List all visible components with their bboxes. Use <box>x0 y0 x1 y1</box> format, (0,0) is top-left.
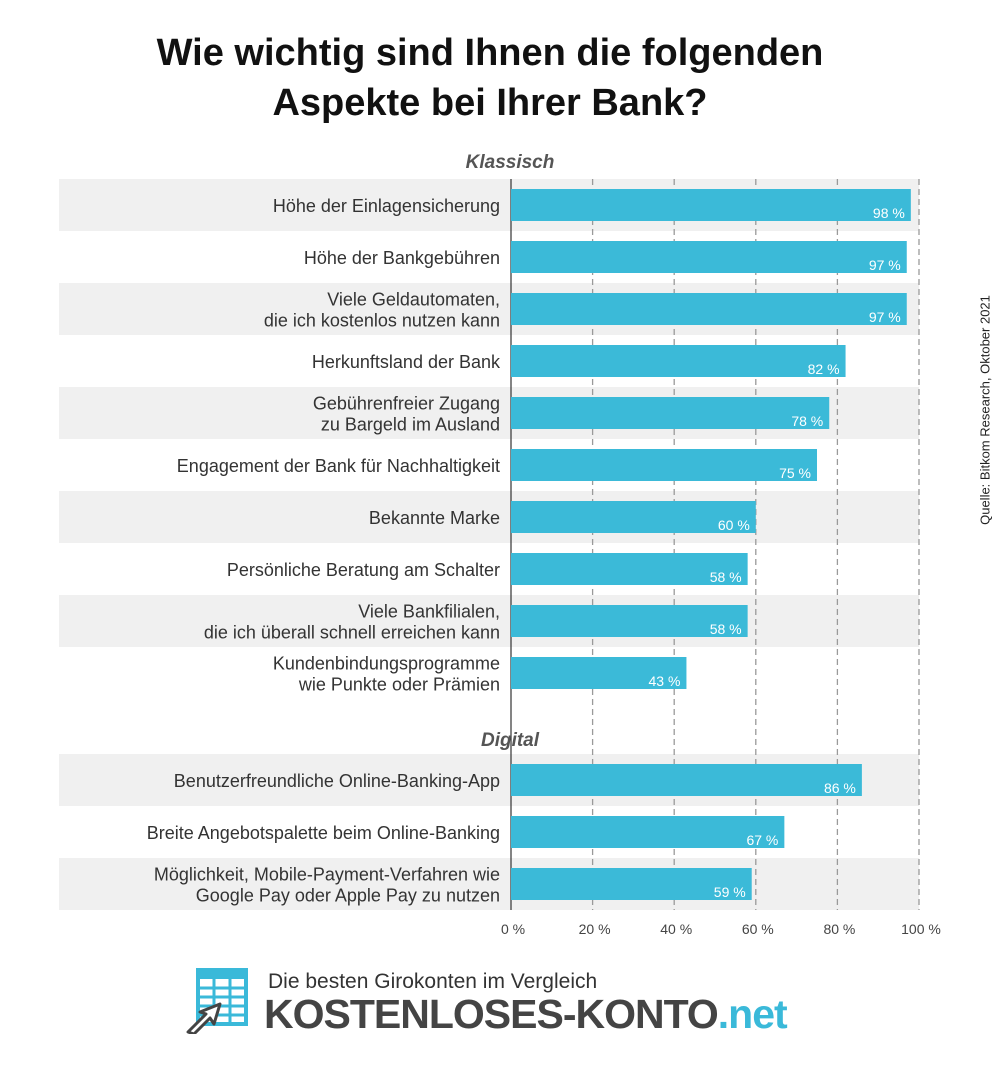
bar <box>511 501 756 533</box>
bar-value-label: 75 % <box>779 465 811 481</box>
brand-name: KOSTENLOSES-KONTO <box>264 991 719 1037</box>
chart-title: Wie wichtig sind Ihnen die folgenden Asp… <box>60 28 920 128</box>
category-label: Viele Bankfilialen, <box>358 602 500 622</box>
bar-value-label: 97 % <box>869 309 901 325</box>
x-tick-label: 40 % <box>660 921 692 937</box>
category-label: Herkunftsland der Bank <box>312 352 501 372</box>
category-label: Bekannte Marke <box>369 508 500 528</box>
row-stripe <box>59 595 919 647</box>
bar <box>511 553 748 585</box>
x-tick-label: 100 % <box>901 921 941 937</box>
category-label: Google Pay oder Apple Pay zu nutzen <box>196 886 500 906</box>
bar <box>511 397 830 429</box>
footer-tagline: Die besten Girokonten im Vergleich <box>268 970 598 993</box>
category-label: Persönliche Beratung am Schalter <box>227 560 500 580</box>
bar-value-label: 97 % <box>869 257 901 273</box>
bar-value-label: 98 % <box>873 205 905 221</box>
spreadsheet-with-arrow-icon <box>186 968 248 1034</box>
row-backgrounds <box>59 179 919 910</box>
bar-value-label: 67 % <box>746 832 778 848</box>
bar-value-label: 43 % <box>649 673 681 689</box>
category-label: die ich kostenlos nutzen kann <box>264 311 500 331</box>
bar-value-label: 82 % <box>808 361 840 377</box>
category-label: Höhe der Bankgebühren <box>304 248 500 268</box>
bar <box>511 657 687 689</box>
bar-value-label: 59 % <box>714 884 746 900</box>
chart-title-line-1: Wie wichtig sind Ihnen die folgenden <box>156 32 824 74</box>
category-label: zu Bargeld im Ausland <box>321 415 500 435</box>
bar-value-label: 58 % <box>710 621 742 637</box>
bar-value-label: 58 % <box>710 569 742 585</box>
group-header-klassisch: Klassisch <box>466 152 555 173</box>
chart-title-line-2: Aspekte bei Ihrer Bank? <box>272 82 708 124</box>
brand-domain: .net <box>717 991 788 1037</box>
bar <box>511 605 748 637</box>
category-label: Möglichkeit, Mobile-Payment-Verfahren wi… <box>154 865 500 885</box>
footer-brand: KOSTENLOSES-KONTO.net <box>264 990 788 1038</box>
group-header-digital: Digital <box>481 730 540 751</box>
category-label: Breite Angebotspalette beim Online-Banki… <box>147 823 500 843</box>
x-tick-label: 20 % <box>579 921 611 937</box>
category-label: wie Punkte oder Prämien <box>298 675 500 695</box>
source-note: Quelle: Bitkom Research, Oktober 2021 <box>977 295 993 525</box>
bar-value-label: 78 % <box>791 413 823 429</box>
bar <box>511 764 862 796</box>
bar <box>511 816 785 848</box>
footer-branding: Die besten Girokonten im Vergleich KOSTE… <box>186 968 826 1038</box>
row-stripe <box>59 491 919 543</box>
bar <box>511 449 817 481</box>
bar <box>511 868 752 900</box>
category-label: die ich überall schnell erreichen kann <box>204 623 500 643</box>
bar <box>511 189 911 221</box>
bar <box>511 345 846 377</box>
category-label: Viele Geldautomaten, <box>327 290 500 310</box>
bar-value-label: 86 % <box>824 780 856 796</box>
bars <box>511 189 911 900</box>
bar <box>511 293 907 325</box>
category-label: Kundenbindungsprogramme <box>273 654 500 674</box>
labels: Klassisch 98 % Höhe der Einlagensicherung 9… <box>147 152 941 937</box>
bar-value-label: 60 % <box>718 517 750 533</box>
category-label: Benutzerfreundliche Online-Banking-App <box>174 771 500 791</box>
x-tick-label: 0 % <box>501 921 525 937</box>
x-tick-label: 80 % <box>823 921 855 937</box>
bar <box>511 241 907 273</box>
category-label: Gebührenfreier Zugang <box>313 394 500 414</box>
category-label: Höhe der Einlagensicherung <box>273 196 500 216</box>
x-tick-label: 60 % <box>742 921 774 937</box>
row-stripe <box>59 858 919 910</box>
category-label: Engagement der Bank für Nachhaltigkeit <box>177 456 500 476</box>
